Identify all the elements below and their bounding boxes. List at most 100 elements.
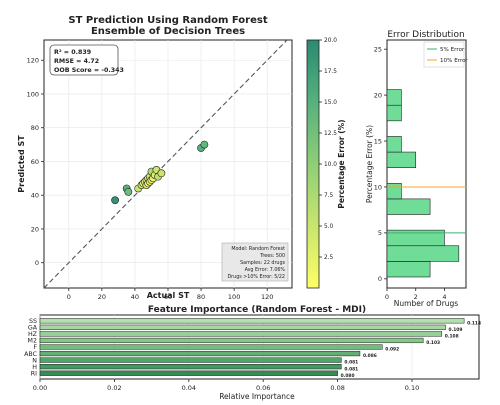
error-dist-y-ticks: 0 5 10 15 20 25 <box>374 45 387 283</box>
error-distribution-panel: Error Distribution 0 2 4 0 5 10 15 20 25 Number… <box>365 30 469 308</box>
feature-importance-value-label: 0.081 <box>344 360 358 366</box>
scatter-point <box>124 187 133 196</box>
colorbar: 2.5 5.0 7.5 10.0 12.5 15.0 17.5 20.0 Percentage… <box>306 38 346 289</box>
scatter-y-tick-label: 100 <box>27 90 39 98</box>
feature-importance-bar <box>39 318 465 324</box>
scatter-x-tick-label: 20 <box>98 293 106 301</box>
error-dist-y-tick-label: 10 <box>374 183 382 191</box>
scatter-point <box>157 169 166 178</box>
feature-importance-category-label: H <box>32 364 37 371</box>
scatter-panel: ST Prediction Using Random Forest Ensemb… <box>17 15 293 301</box>
scatter-x-tick-label: 120 <box>261 293 273 301</box>
error-dist-y-tick-label: 5 <box>378 229 382 237</box>
legend-5pct-label: 5% Error <box>440 47 465 53</box>
scatter-y-ticks: 0 20 40 60 80 100 120 <box>27 57 44 267</box>
scatter-x-tick-label: 60 <box>164 293 172 301</box>
feature-importance-value-label: 0.109 <box>449 327 463 333</box>
colorbar-ticks: 2.5 5.0 7.5 10.0 12.5 15.0 17.5 20.0 <box>319 38 337 261</box>
error-dist-x-tick-label: 0 <box>385 293 389 301</box>
info-samples: Samples: 22 drugs <box>240 260 285 266</box>
metrics-box: R² = 0.839 RMSE = 4.72 OOB Score = -0.34… <box>49 44 124 76</box>
error-dist-bar <box>386 261 431 278</box>
colorbar-tick-label: 12.5 <box>324 131 337 137</box>
error-dist-bar <box>386 182 402 200</box>
feature-importance-value-label: 0.086 <box>363 353 377 359</box>
error-dist-x-tick-label: 4 <box>442 293 446 301</box>
feature-importance-category-label: ABC <box>24 351 38 358</box>
info-trees: Trees: 500 <box>259 253 285 259</box>
feature-importance-x-tick-label: 0.04 <box>182 384 196 392</box>
feature-importance-category-label: GA <box>28 325 38 332</box>
scatter-y-tick-label: 0 <box>35 259 39 267</box>
error-dist-bar <box>386 229 445 247</box>
error-dist-x-tick-label: 2 <box>414 293 418 301</box>
metric-oob: OOB Score = -0.343 <box>54 67 124 74</box>
error-dist-bar <box>386 136 402 153</box>
feature-importance-bar <box>39 370 338 376</box>
metric-rmse: RMSE = 4.72 <box>54 58 99 65</box>
error-dist-y-label: Percentage Error (%) <box>365 125 374 203</box>
feature-importance-bar <box>39 364 342 370</box>
scatter-y-tick-label: 60 <box>31 158 39 166</box>
feature-importance-bar <box>39 324 446 330</box>
error-dist-y-tick-label: 25 <box>374 45 382 53</box>
metric-r2: R² = 0.839 <box>54 49 91 56</box>
feature-importance-value-label: 0.080 <box>341 373 355 379</box>
colorbar-tick-label: 17.5 <box>324 69 337 75</box>
error-dist-y-tick-label: 0 <box>378 275 382 283</box>
error-dist-y-tick-label: 15 <box>374 137 382 145</box>
feature-importance-bars: SS 0.114 GA 0.109 HZ 0.108 M2 0.103 F 0.092 ABC 0.0… <box>24 318 481 379</box>
feature-importance-value-label: 0.108 <box>445 333 459 339</box>
legend-10pct-label: 10% Error <box>440 58 469 64</box>
feature-importance-category-label: F <box>33 344 37 351</box>
feature-importance-value-label: 0.103 <box>426 340 440 346</box>
feature-importance-bar <box>39 331 443 337</box>
feature-importance-value-label: 0.092 <box>385 347 399 353</box>
scatter-point <box>200 140 209 149</box>
error-dist-bar <box>386 89 402 106</box>
feature-importance-category-label: RI <box>31 370 37 377</box>
scatter-x-ticks: 0 20 40 60 80 100 120 <box>67 288 273 301</box>
error-dist-x-ticks: 0 2 4 <box>385 288 447 301</box>
model-info-box: Model: Random Forest Trees: 500 Samples:… <box>221 242 289 282</box>
error-dist-y-tick-label: 20 <box>374 91 382 99</box>
feature-importance-bar <box>39 350 361 357</box>
feature-importance-x-tick-label: 0.08 <box>330 384 344 392</box>
colorbar-tick-label: 20.0 <box>324 38 337 44</box>
colorbar-label: Percentage Error (%) <box>337 119 346 208</box>
feature-importance-x-ticks: 0.00 0.02 0.04 0.06 0.08 0.10 <box>33 379 419 392</box>
colorbar-tick-label: 15.0 <box>324 100 337 106</box>
scatter-x-tick-label: 100 <box>228 293 240 301</box>
error-dist-reference-lines <box>387 186 466 234</box>
feature-importance-x-tick-label: 0.10 <box>405 384 419 392</box>
feature-importance-title: Feature Importance (Random Forest - MDI) <box>148 305 366 315</box>
feature-importance-category-label: SS <box>29 318 37 325</box>
info-avg-error: Avg Error: 7.06% <box>245 267 286 273</box>
feature-importance-bar <box>39 357 342 363</box>
colorbar-tick-label: 5.0 <box>324 224 334 230</box>
scatter-y-tick-label: 120 <box>27 57 39 65</box>
feature-importance-x-tick-label: 0.02 <box>107 384 121 392</box>
error-dist-bar <box>386 198 431 215</box>
scatter-x-tick-label: 40 <box>131 293 139 301</box>
scatter-y-tick-label: 40 <box>31 192 39 200</box>
colorbar-tick-label: 10.0 <box>324 162 337 168</box>
scatter-subtitle: Ensemble of Decision Trees <box>91 26 245 37</box>
scatter-title: ST Prediction Using Random Forest <box>68 15 267 26</box>
feature-importance-value-label: 0.081 <box>344 366 358 372</box>
error-dist-bar <box>386 245 460 262</box>
feature-importance-bar <box>39 344 383 350</box>
feature-importance-bar <box>39 337 424 344</box>
error-dist-x-label: Number of Drugs <box>394 299 458 308</box>
colorbar-gradient <box>306 39 320 289</box>
feature-importance-panel: Feature Importance (Random Forest - MDI)… <box>24 305 481 401</box>
scatter-point <box>111 196 119 205</box>
feature-importance-x-tick-label: 0.00 <box>33 384 47 392</box>
scatter-y-tick-label: 20 <box>31 225 39 233</box>
error-dist-bar <box>386 104 402 122</box>
feature-importance-x-tick-label: 0.06 <box>256 384 270 392</box>
scatter-y-tick-label: 80 <box>31 124 39 132</box>
scatter-x-tick-label: 80 <box>197 293 205 301</box>
error-dist-bar <box>386 151 417 168</box>
